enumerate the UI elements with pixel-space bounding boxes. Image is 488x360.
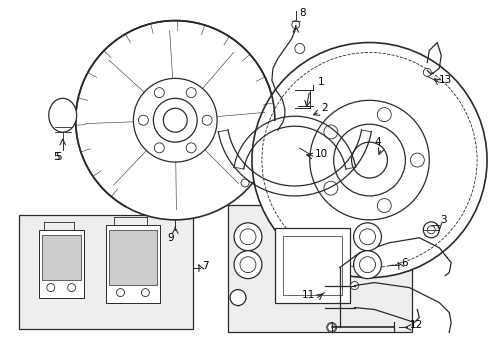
Text: 13: 13 (438, 75, 451, 85)
Circle shape (154, 143, 164, 153)
Bar (227, 205, 411, 332)
Circle shape (423, 68, 430, 76)
Circle shape (163, 108, 187, 132)
Circle shape (116, 289, 124, 297)
Circle shape (76, 21, 274, 220)
Text: 12: 12 (408, 320, 422, 330)
Circle shape (67, 284, 76, 292)
Circle shape (409, 153, 424, 167)
Bar (41, 235, 81, 280)
Circle shape (331, 169, 343, 181)
Circle shape (54, 106, 72, 124)
Circle shape (333, 124, 405, 196)
Text: 11: 11 (301, 289, 314, 300)
Text: 10: 10 (314, 149, 327, 159)
Circle shape (141, 289, 149, 297)
Ellipse shape (353, 223, 381, 251)
Circle shape (371, 100, 383, 112)
Circle shape (240, 257, 255, 273)
Circle shape (133, 78, 217, 162)
Text: 4: 4 (374, 137, 380, 147)
Circle shape (309, 100, 428, 220)
Circle shape (351, 142, 386, 178)
Circle shape (229, 289, 245, 306)
Circle shape (291, 21, 299, 28)
Text: 1: 1 (317, 77, 324, 87)
Circle shape (359, 229, 375, 245)
Circle shape (377, 108, 390, 122)
Circle shape (294, 44, 304, 54)
Circle shape (251, 42, 486, 278)
Bar (274, 228, 349, 302)
Circle shape (202, 115, 212, 125)
Circle shape (377, 199, 390, 212)
Circle shape (153, 98, 197, 142)
Circle shape (423, 222, 438, 238)
Circle shape (186, 87, 196, 98)
Circle shape (241, 179, 248, 187)
Bar (108, 230, 157, 285)
Circle shape (138, 115, 148, 125)
Circle shape (240, 229, 255, 245)
Ellipse shape (49, 98, 77, 132)
Text: 7: 7 (202, 261, 208, 271)
Text: 3: 3 (439, 215, 446, 225)
Text: 5: 5 (53, 152, 60, 162)
Bar (39, 230, 83, 298)
Text: 8: 8 (298, 8, 305, 18)
Circle shape (341, 124, 373, 156)
Circle shape (326, 323, 336, 332)
Circle shape (390, 134, 403, 146)
Circle shape (350, 282, 358, 289)
Ellipse shape (353, 251, 381, 279)
Text: 2: 2 (321, 103, 327, 113)
Circle shape (186, 143, 196, 153)
Bar (282, 236, 341, 294)
Circle shape (327, 323, 335, 332)
Circle shape (427, 226, 434, 234)
Text: 5: 5 (55, 152, 62, 162)
Circle shape (327, 110, 386, 170)
Bar (19, 215, 193, 329)
Circle shape (340, 179, 348, 187)
Circle shape (305, 88, 408, 192)
Circle shape (323, 125, 337, 139)
Circle shape (359, 257, 375, 273)
Bar (105, 225, 160, 302)
Circle shape (311, 134, 323, 146)
Text: 6: 6 (401, 258, 407, 268)
Circle shape (331, 100, 343, 112)
Circle shape (154, 87, 164, 98)
Text: 9: 9 (166, 233, 173, 243)
Circle shape (323, 181, 337, 195)
Circle shape (371, 169, 383, 181)
Ellipse shape (234, 223, 262, 251)
Circle shape (47, 284, 55, 292)
Ellipse shape (234, 251, 262, 279)
Circle shape (262, 53, 476, 268)
